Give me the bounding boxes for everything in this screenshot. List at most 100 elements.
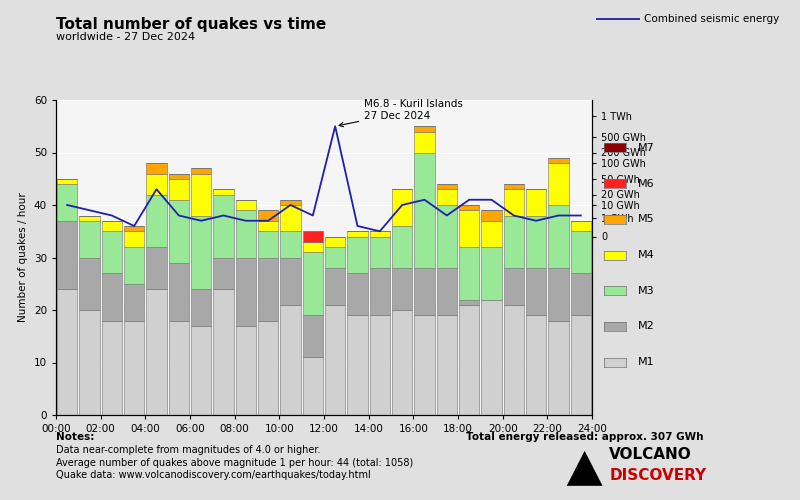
Bar — [124, 320, 145, 415]
Text: M3: M3 — [638, 286, 654, 296]
Bar — [503, 216, 524, 268]
Bar — [482, 247, 502, 300]
Bar — [459, 247, 479, 300]
Bar — [526, 216, 546, 268]
Bar — [280, 258, 301, 304]
Bar — [482, 210, 502, 221]
Bar — [258, 231, 278, 258]
Bar — [124, 284, 145, 321]
Bar — [280, 205, 301, 231]
Bar — [79, 221, 100, 258]
Bar — [280, 200, 301, 205]
Bar — [57, 221, 78, 289]
Bar — [482, 300, 502, 415]
Bar — [235, 200, 256, 210]
Text: Notes:: Notes: — [56, 432, 94, 442]
Text: VOLCANO: VOLCANO — [610, 446, 692, 462]
Text: M4: M4 — [638, 250, 654, 260]
Bar — [459, 210, 479, 247]
Bar — [482, 221, 502, 247]
Bar — [280, 304, 301, 415]
Bar — [503, 189, 524, 216]
Bar — [548, 320, 569, 415]
Bar — [370, 236, 390, 268]
Bar — [570, 316, 591, 415]
Bar — [570, 273, 591, 316]
Bar — [459, 205, 479, 210]
Bar — [146, 289, 166, 415]
Bar — [169, 263, 189, 320]
Bar — [169, 179, 189, 200]
Bar — [347, 231, 368, 236]
Bar — [437, 316, 457, 415]
Bar — [169, 200, 189, 263]
Text: worldwide - 27 Dec 2024: worldwide - 27 Dec 2024 — [56, 32, 195, 42]
Text: M7: M7 — [638, 143, 654, 153]
Bar — [347, 316, 368, 415]
Text: Combined seismic energy: Combined seismic energy — [644, 14, 779, 24]
Bar — [437, 184, 457, 189]
Text: Data near-complete from magnitudes of 4.0 or higher.: Data near-complete from magnitudes of 4.… — [56, 445, 321, 455]
Bar — [191, 216, 211, 289]
Bar — [526, 316, 546, 415]
Bar — [325, 304, 346, 415]
Bar — [570, 221, 591, 231]
Bar — [79, 216, 100, 221]
Text: M1: M1 — [638, 357, 654, 367]
Bar — [214, 289, 234, 415]
Bar — [414, 316, 434, 415]
Bar — [548, 158, 569, 163]
Bar — [124, 247, 145, 284]
Bar — [191, 168, 211, 173]
Bar — [370, 268, 390, 316]
Bar — [191, 174, 211, 216]
Bar — [258, 320, 278, 415]
Bar — [124, 231, 145, 247]
Polygon shape — [566, 451, 602, 486]
Bar — [370, 231, 390, 236]
Bar — [526, 268, 546, 316]
Bar — [79, 310, 100, 415]
Bar — [57, 179, 78, 184]
Text: M2: M2 — [638, 322, 654, 332]
Bar — [57, 184, 78, 221]
Text: Average number of quakes above magnitude 1 per hour: 44 (total: 1058): Average number of quakes above magnitude… — [56, 458, 414, 468]
Bar — [347, 236, 368, 273]
Bar — [459, 304, 479, 415]
Bar — [325, 268, 346, 304]
Bar — [258, 258, 278, 320]
Bar — [325, 247, 346, 268]
Text: M5: M5 — [638, 214, 654, 224]
Bar — [548, 163, 569, 205]
Bar — [392, 310, 413, 415]
Bar — [191, 289, 211, 326]
Bar — [102, 273, 122, 320]
Bar — [437, 268, 457, 316]
Bar — [124, 226, 145, 231]
Bar — [347, 273, 368, 316]
Bar — [302, 231, 323, 242]
Bar — [146, 194, 166, 247]
Bar — [146, 163, 166, 173]
Text: Quake data: www.volcanodiscovery.com/earthquakes/today.html: Quake data: www.volcanodiscovery.com/ear… — [56, 470, 370, 480]
Bar — [146, 174, 166, 195]
Bar — [235, 258, 256, 326]
Bar — [503, 304, 524, 415]
Bar — [548, 205, 569, 268]
Bar — [169, 320, 189, 415]
Bar — [414, 126, 434, 132]
Bar — [459, 300, 479, 304]
Bar — [414, 152, 434, 268]
Bar — [526, 189, 546, 216]
Bar — [414, 268, 434, 316]
Bar — [302, 242, 323, 252]
Text: M6: M6 — [638, 178, 654, 188]
Bar — [392, 268, 413, 310]
Bar — [437, 189, 457, 205]
Bar — [392, 189, 413, 226]
Bar — [302, 357, 323, 415]
Bar — [392, 226, 413, 268]
Bar — [102, 221, 122, 231]
Bar — [258, 221, 278, 231]
Bar — [214, 189, 234, 194]
